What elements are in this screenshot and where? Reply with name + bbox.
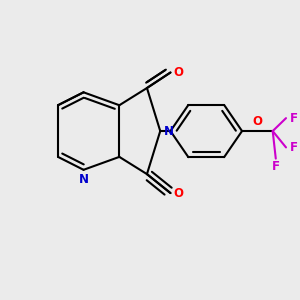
Text: F: F [290,112,298,124]
Text: O: O [174,66,184,79]
Text: N: N [164,124,173,138]
Text: F: F [272,160,280,173]
Text: F: F [290,141,298,154]
Text: O: O [174,187,184,200]
Text: O: O [252,115,262,128]
Text: N: N [79,173,88,186]
